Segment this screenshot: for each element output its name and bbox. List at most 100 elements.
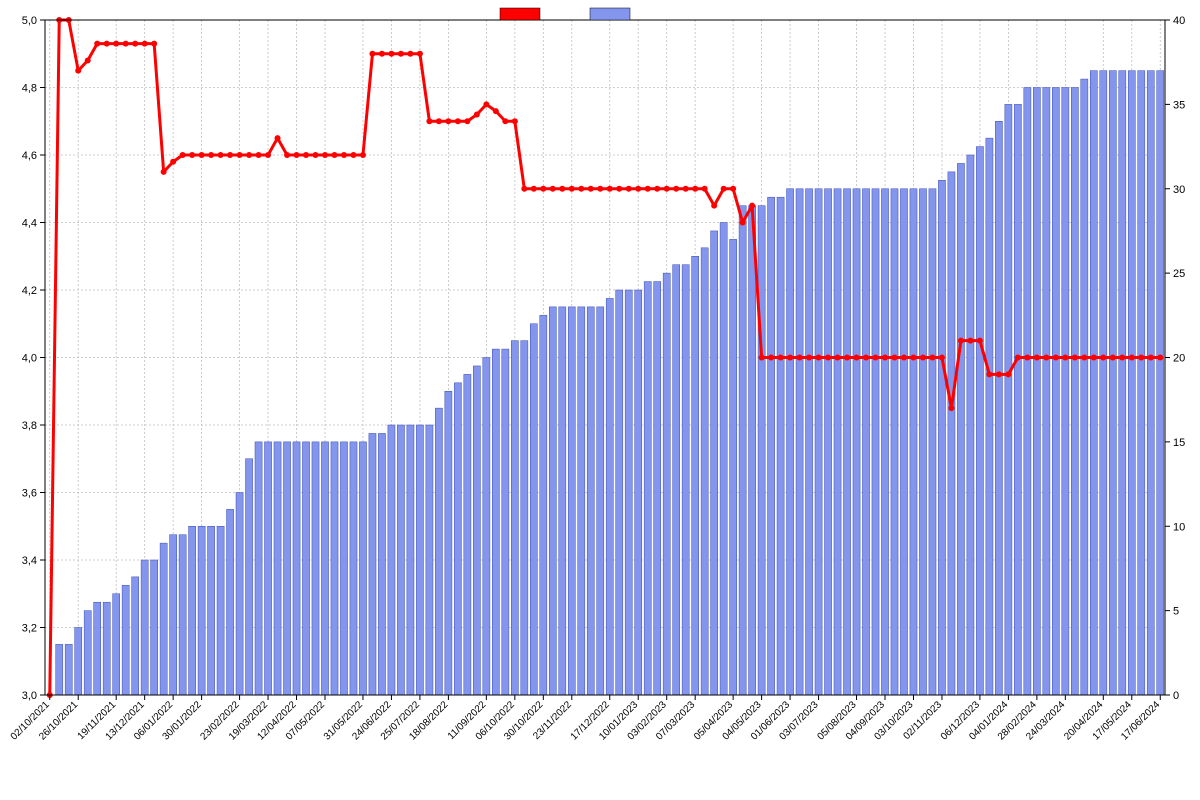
line-marker <box>559 186 565 192</box>
bar <box>246 459 253 695</box>
bar <box>559 307 566 695</box>
bar <box>739 206 746 695</box>
line-marker <box>531 186 537 192</box>
line-marker <box>1129 355 1135 361</box>
bar <box>787 189 794 695</box>
line-marker <box>816 355 822 361</box>
bar <box>720 223 727 696</box>
bar <box>929 189 936 695</box>
line-marker <box>379 51 385 57</box>
bar <box>151 560 158 695</box>
line-marker <box>284 152 290 158</box>
line-marker <box>256 152 262 158</box>
line-marker <box>578 186 584 192</box>
bar <box>938 180 945 695</box>
line-marker <box>199 152 205 158</box>
line-marker <box>151 41 157 47</box>
legend-swatch <box>590 8 630 20</box>
bar <box>881 189 888 695</box>
bar <box>378 433 385 695</box>
y-left-tick-label: 4,4 <box>22 218 37 230</box>
line-marker <box>607 186 613 192</box>
bar <box>293 442 300 695</box>
bar <box>806 189 813 695</box>
line-marker <box>170 159 176 165</box>
line-marker <box>161 169 167 175</box>
y-left-tick-label: 3,8 <box>22 420 37 432</box>
line-marker <box>341 152 347 158</box>
bar <box>407 425 414 695</box>
y-left-tick-label: 4,2 <box>22 285 37 297</box>
line-marker <box>502 118 508 124</box>
line-marker <box>901 355 907 361</box>
bar <box>312 442 319 695</box>
bar <box>179 535 186 695</box>
bar <box>521 341 528 695</box>
line-marker <box>493 108 499 114</box>
bar <box>644 282 651 695</box>
bar <box>122 585 129 695</box>
bar <box>540 315 547 695</box>
bar <box>749 206 756 695</box>
bar <box>1157 71 1164 695</box>
line-marker <box>787 355 793 361</box>
line-marker <box>929 355 935 361</box>
bar <box>673 265 680 695</box>
line-marker <box>1053 355 1059 361</box>
bar <box>587 307 594 695</box>
chart-svg: 3,03,23,43,63,84,04,24,44,64,85,00510152… <box>0 0 1200 800</box>
line-marker <box>398 51 404 57</box>
line-marker <box>1024 355 1030 361</box>
line-marker <box>654 186 660 192</box>
line-marker <box>977 338 983 344</box>
line-marker <box>227 152 233 158</box>
bar <box>1109 71 1116 695</box>
bar <box>976 147 983 695</box>
line-marker <box>426 118 432 124</box>
bar <box>492 349 499 695</box>
bar <box>568 307 575 695</box>
line-marker <box>417 51 423 57</box>
line-marker <box>1100 355 1106 361</box>
y-right-tick-label: 10 <box>1173 521 1185 533</box>
y-right-tick-label: 35 <box>1173 99 1185 111</box>
line-marker <box>863 355 869 361</box>
y-left-tick-label: 4,8 <box>22 83 37 95</box>
line-marker <box>759 355 765 361</box>
line-marker <box>94 41 100 47</box>
bar <box>103 602 110 695</box>
bar <box>948 172 955 695</box>
bar <box>1119 71 1126 695</box>
bar <box>1024 88 1031 696</box>
line-marker <box>246 152 252 158</box>
line-marker <box>825 355 831 361</box>
bar <box>768 197 775 695</box>
line-marker <box>388 51 394 57</box>
bar <box>321 442 328 695</box>
line-marker <box>303 152 309 158</box>
bar <box>986 138 993 695</box>
line-marker <box>445 118 451 124</box>
line-marker <box>123 41 129 47</box>
bar <box>464 374 471 695</box>
bar <box>616 290 623 695</box>
y-left-tick-label: 5,0 <box>22 15 37 27</box>
line-marker <box>1119 355 1125 361</box>
bar <box>711 231 718 695</box>
y-right-tick-label: 20 <box>1173 353 1185 365</box>
bar <box>530 324 537 695</box>
bar <box>900 189 907 695</box>
bar <box>132 577 139 695</box>
line-marker <box>768 355 774 361</box>
bar <box>654 282 661 695</box>
line-marker <box>683 186 689 192</box>
line-marker <box>873 355 879 361</box>
y-right-tick-label: 0 <box>1173 690 1179 702</box>
bar <box>891 189 898 695</box>
line-marker <box>540 186 546 192</box>
bar <box>1014 104 1021 695</box>
line-marker <box>483 101 489 107</box>
bar <box>511 341 518 695</box>
line-marker <box>455 118 461 124</box>
line-marker <box>891 355 897 361</box>
